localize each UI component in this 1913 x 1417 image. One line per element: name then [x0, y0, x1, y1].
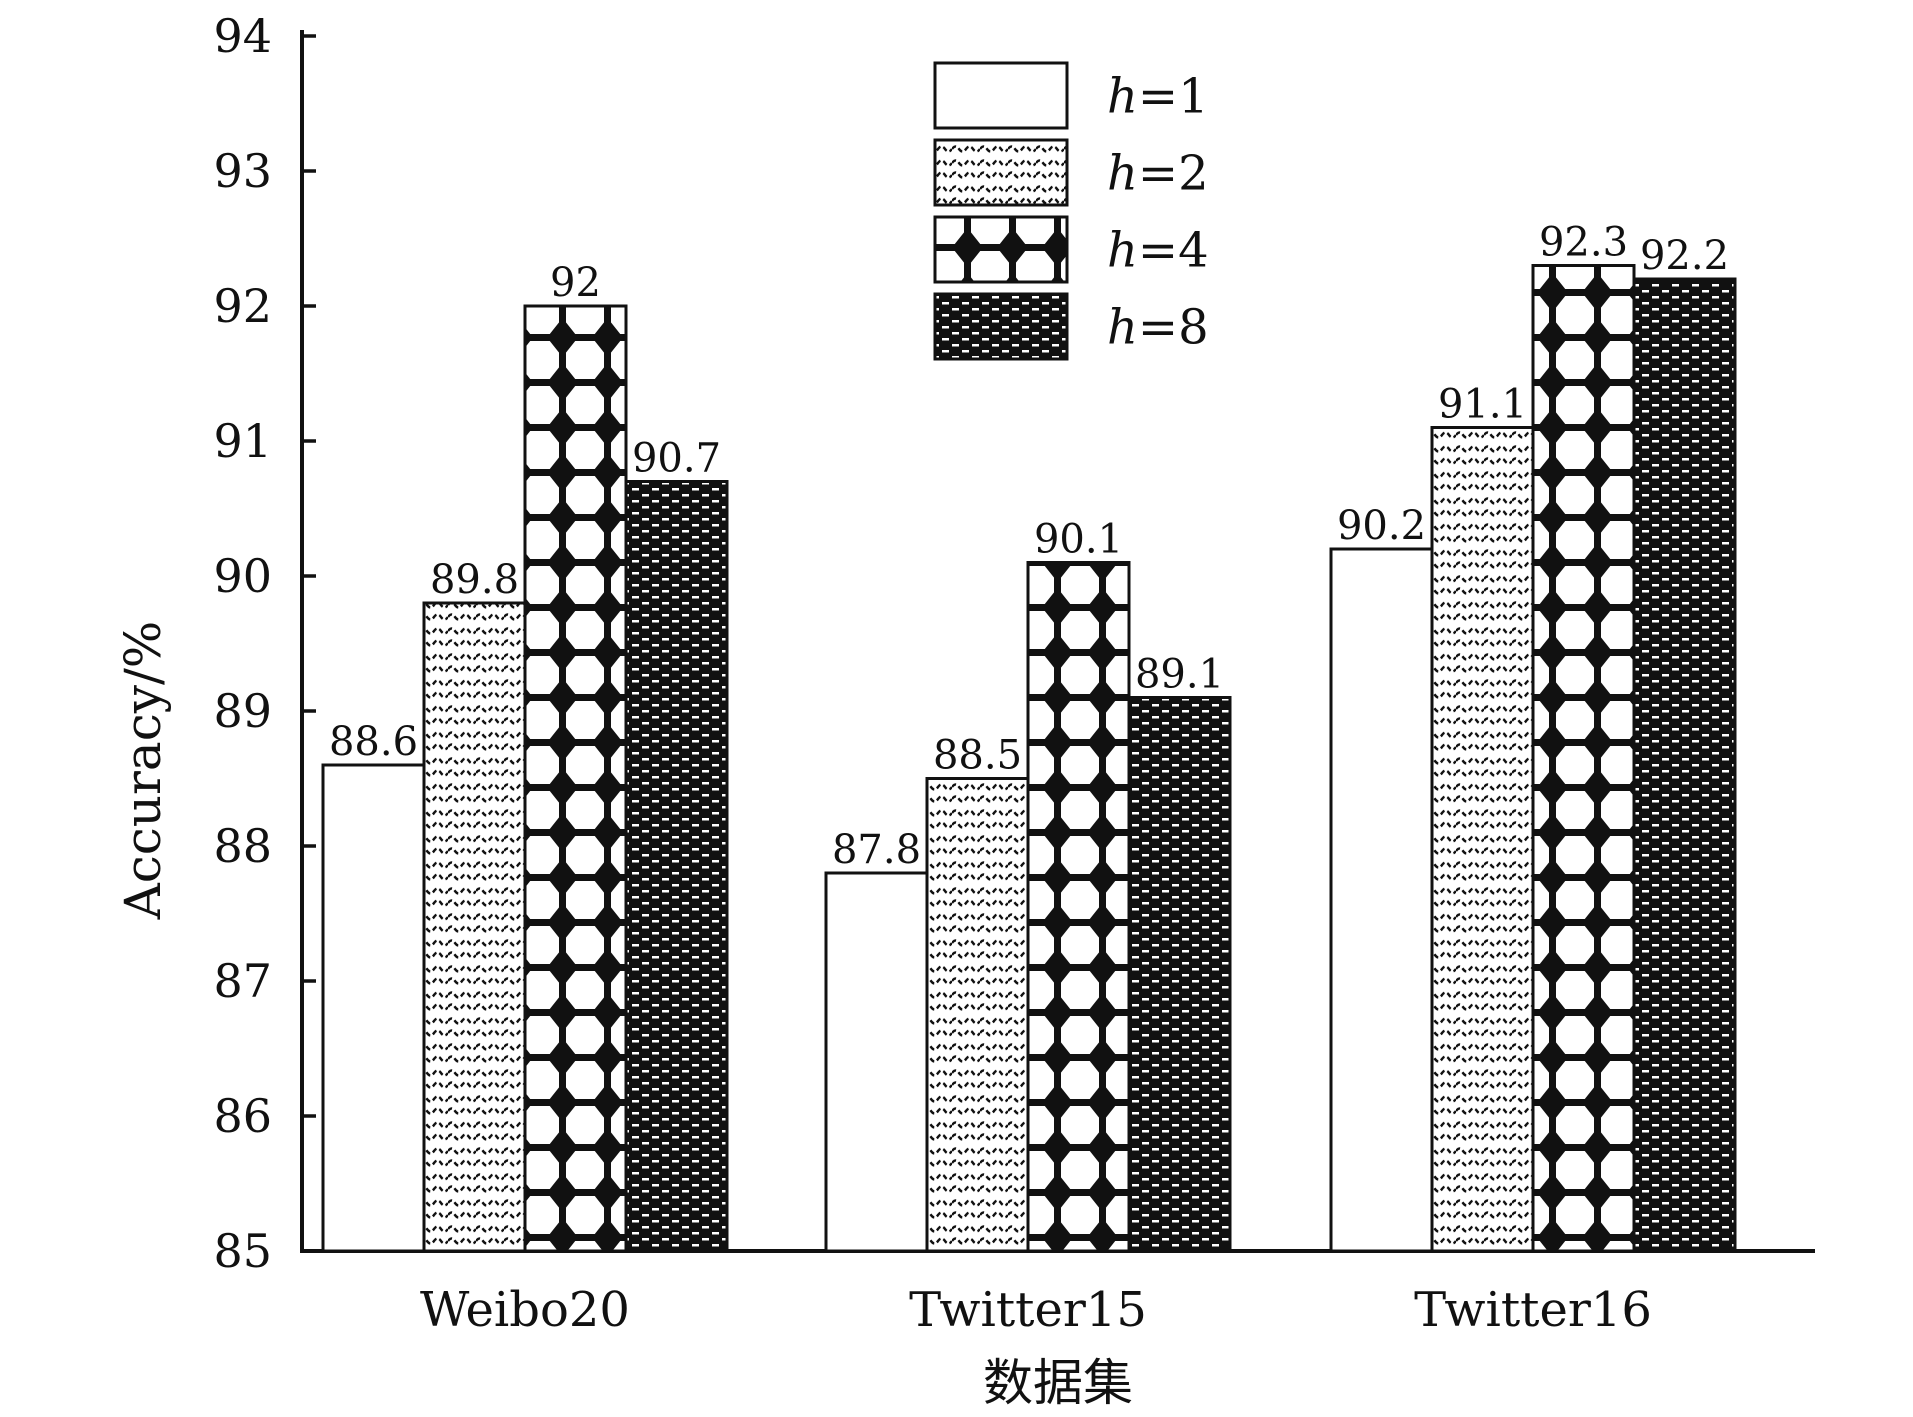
legend-swatch: [933, 292, 1069, 361]
bar: [1329, 547, 1434, 1253]
legend-swatch: [933, 138, 1069, 207]
y-axis-title: Accuracy/%: [114, 621, 172, 921]
plot-area: 85 86 87 88 89 90 91 92 93 94 88.6 89.8 92 90.7 Weibo2…: [213, 9, 1815, 1338]
y-tick-label: 91: [213, 414, 272, 468]
data-label: 87.8: [832, 827, 921, 873]
legend-label: h=1: [1107, 69, 1209, 125]
bar: [523, 304, 628, 1253]
bar: [1531, 264, 1636, 1253]
bar: [624, 480, 729, 1253]
bar: [1430, 426, 1535, 1253]
data-label: 91.1: [1438, 382, 1527, 428]
bar: [1127, 696, 1232, 1253]
bar: [1632, 277, 1737, 1253]
bar: [422, 601, 527, 1253]
legend-label: h=8: [1107, 300, 1209, 356]
x-tick-label: Twitter16: [1414, 1282, 1652, 1338]
data-label: 92.3: [1539, 220, 1628, 266]
legend-label: h=2: [1107, 146, 1209, 202]
bar: [925, 777, 1030, 1253]
legend: h=1 h=2 h=4 h=8: [933, 61, 1209, 361]
data-label: 88.6: [329, 719, 418, 765]
data-label: 92.2: [1640, 233, 1729, 279]
y-tick-label: 93: [213, 144, 272, 198]
data-label: 89.1: [1135, 652, 1224, 698]
bar: [824, 871, 929, 1253]
data-label: 92: [550, 260, 601, 306]
y-tick-label: 86: [213, 1089, 272, 1143]
y-tick-label: 85: [213, 1224, 272, 1278]
x-axis-title: 数据集: [983, 1354, 1133, 1412]
y-tick-label: 92: [213, 279, 272, 333]
legend-label: h=4: [1107, 223, 1209, 279]
legend-swatch: [933, 61, 1069, 130]
legend-swatch: [933, 215, 1069, 284]
y-tick-label: 94: [213, 9, 272, 63]
bar: [1026, 561, 1131, 1253]
data-label: 90.2: [1337, 503, 1426, 549]
y-tick-label: 88: [213, 819, 272, 873]
y-tick-label: 90: [213, 549, 272, 603]
bar: [321, 763, 426, 1253]
y-tick-label: 89: [213, 684, 272, 738]
data-label: 88.5: [933, 733, 1022, 779]
data-label: 90.1: [1034, 517, 1123, 563]
x-tick-label: Twitter15: [909, 1282, 1147, 1338]
y-tick-label: 87: [213, 954, 272, 1008]
data-label: 90.7: [632, 436, 721, 482]
data-label: 89.8: [430, 557, 519, 603]
x-tick-label: Weibo20: [420, 1282, 630, 1338]
